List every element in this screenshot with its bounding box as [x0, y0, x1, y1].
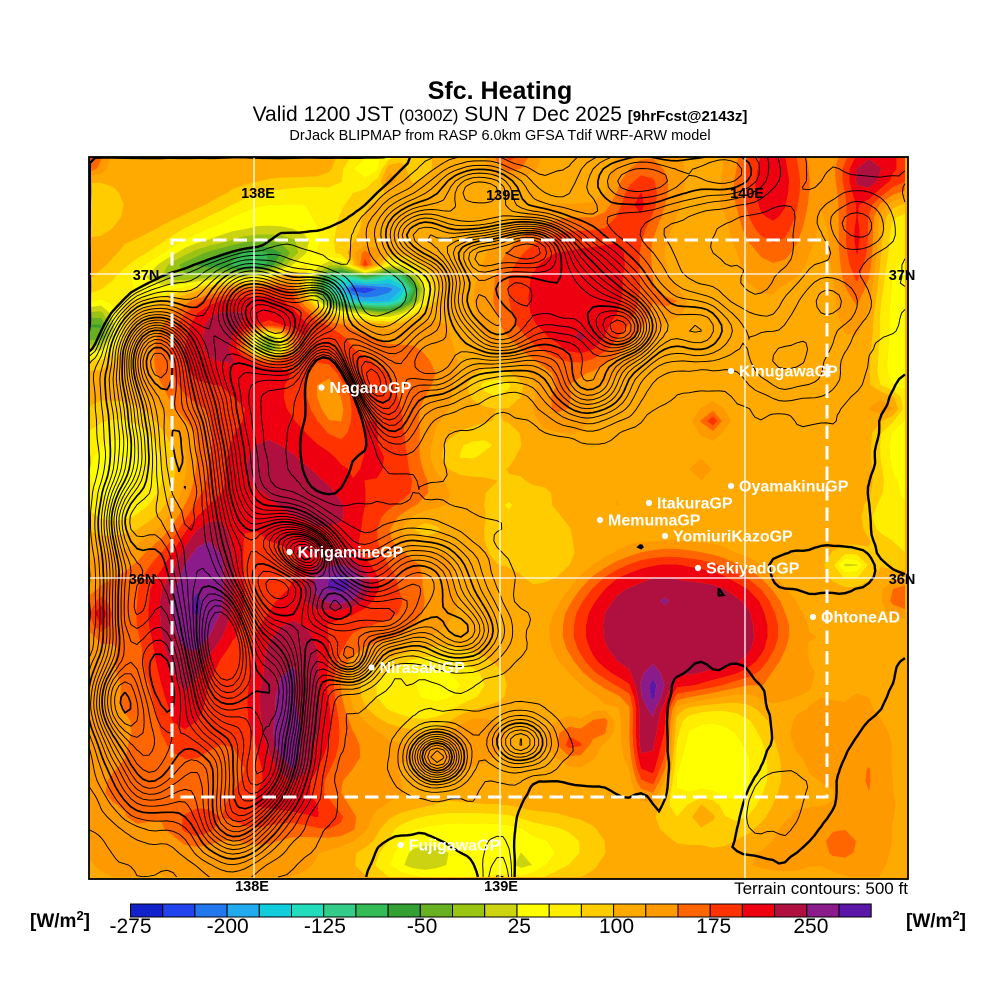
svg-text:SekiyadoGP: SekiyadoGP — [706, 561, 800, 578]
svg-text:138E: 138E — [235, 879, 269, 895]
svg-text:Valid 1200 JST (0300Z) SUN 7 D: Valid 1200 JST (0300Z) SUN 7 Dec 2025 [9… — [253, 103, 748, 126]
svg-text:25: 25 — [508, 915, 531, 938]
svg-text:Terrain contours: 500 ft: Terrain contours: 500 ft — [734, 879, 908, 898]
svg-text:36N: 36N — [129, 572, 156, 588]
svg-text:-50: -50 — [407, 915, 437, 938]
svg-text:139E: 139E — [484, 879, 518, 895]
svg-text:36N: 36N — [889, 572, 916, 588]
svg-text:FujigawaGP: FujigawaGP — [409, 838, 501, 855]
svg-text:OhtoneAD: OhtoneAD — [821, 610, 900, 627]
svg-text:DrJack BLIPMAP from RASP 6.0km: DrJack BLIPMAP from RASP 6.0km GFSA Tdif… — [289, 128, 710, 144]
svg-text:MemumaGP: MemumaGP — [608, 513, 701, 530]
svg-text:-275: -275 — [109, 915, 151, 938]
svg-text:175: 175 — [696, 915, 731, 938]
svg-text:37N: 37N — [889, 268, 916, 284]
svg-text:138E: 138E — [241, 186, 275, 202]
svg-text:Sfc. Heating: Sfc. Heating — [428, 77, 572, 105]
svg-text:OyamakinuGP: OyamakinuGP — [739, 479, 849, 496]
svg-text:100: 100 — [599, 915, 634, 938]
svg-text:139E: 139E — [486, 188, 520, 204]
svg-text:YomiuriKazoGP: YomiuriKazoGP — [673, 529, 793, 546]
svg-text:37N: 37N — [133, 268, 160, 284]
svg-text:ItakuraGP: ItakuraGP — [657, 496, 733, 513]
svg-text:-125: -125 — [304, 915, 346, 938]
svg-text:KirigamineGP: KirigamineGP — [298, 545, 404, 562]
svg-text:250: 250 — [793, 915, 828, 938]
svg-text:-200: -200 — [207, 915, 249, 938]
svg-text:NirasakiGP: NirasakiGP — [380, 660, 466, 677]
svg-text:KinugawaGP: KinugawaGP — [739, 364, 838, 381]
svg-text:140E: 140E — [730, 186, 764, 202]
svg-text:NaganoGP: NaganoGP — [330, 380, 412, 397]
